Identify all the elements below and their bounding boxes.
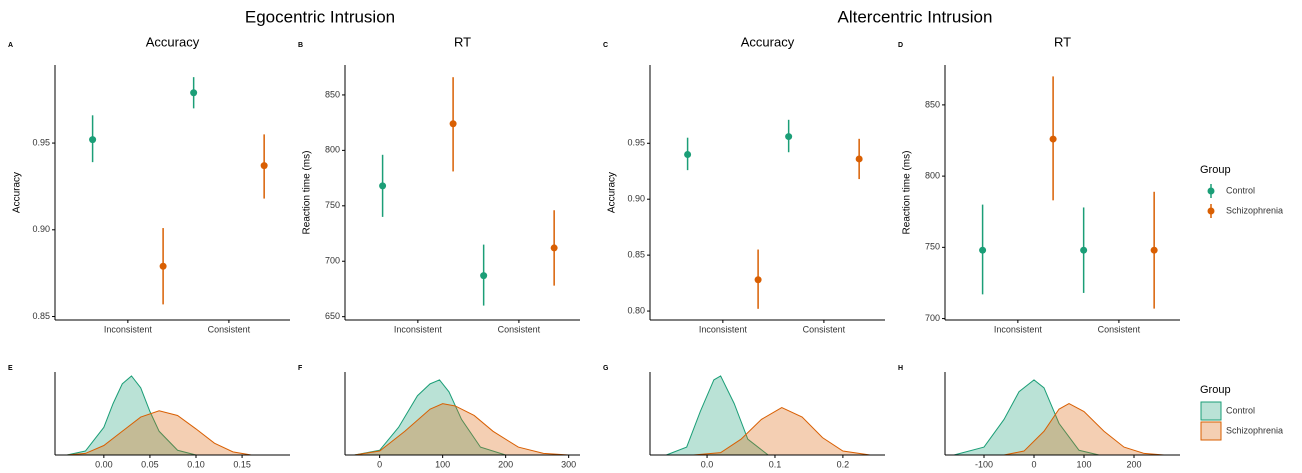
legend-key: [1207, 207, 1215, 215]
y-tick-label: 0.95: [32, 137, 50, 147]
point: [480, 272, 488, 280]
x-tick-label: Consistent: [208, 324, 251, 334]
x-tick-label: 200: [498, 459, 513, 469]
legend-label: Control: [1226, 185, 1255, 195]
y-tick-label: 0.90: [627, 194, 645, 204]
x-tick-label: Consistent: [803, 324, 846, 334]
panel-title: Accuracy: [146, 34, 200, 49]
heading: Altercentric Intrusion: [838, 7, 993, 26]
y-tick-label: 800: [325, 145, 340, 155]
point: [785, 133, 793, 141]
panel-letter: C: [603, 42, 608, 49]
density-area: [66, 410, 252, 456]
x-tick-label: -100: [975, 459, 993, 469]
point: [1150, 246, 1158, 254]
point: [1080, 246, 1088, 254]
y-tick-label: 800: [925, 170, 940, 180]
y-axis-label: Accuracy: [12, 172, 23, 213]
x-tick-label: 300: [561, 459, 576, 469]
y-tick-label: 750: [325, 200, 340, 210]
y-axis-label: Reaction time (ms): [902, 151, 913, 235]
point: [855, 155, 863, 163]
density-area: [66, 375, 197, 456]
y-tick-label: 0.95: [627, 138, 645, 148]
y-tick-label: 850: [925, 99, 940, 109]
panel-title: Accuracy: [741, 34, 795, 49]
panel-title: RT: [454, 34, 471, 49]
y-tick-label: 750: [925, 242, 940, 252]
x-tick-label: Inconsistent: [994, 324, 1043, 334]
x-tick-label: Consistent: [1098, 324, 1141, 334]
x-tick-label: 0: [1031, 459, 1036, 469]
legend-title: Group: [1200, 384, 1231, 396]
x-tick-label: 100: [1076, 459, 1091, 469]
x-tick-label: 0: [377, 459, 382, 469]
point: [449, 120, 457, 128]
legend-label: Control: [1226, 405, 1255, 415]
y-tick-label: 0.85: [32, 311, 50, 321]
x-tick-label: 0.2: [837, 459, 850, 469]
point: [979, 246, 987, 254]
legend-label: Schizophrenia: [1226, 205, 1283, 215]
x-tick-label: 0.0: [701, 459, 714, 469]
panel-letter: H: [898, 365, 903, 372]
y-tick-label: 700: [925, 313, 940, 323]
x-tick-label: 200: [1126, 459, 1141, 469]
x-tick-label: Inconsistent: [104, 324, 153, 334]
point: [159, 262, 167, 270]
y-tick-label: 0.80: [627, 305, 645, 315]
y-axis-label: Accuracy: [607, 172, 618, 213]
density-area: [666, 375, 770, 456]
x-tick-label: Inconsistent: [699, 324, 748, 334]
panel-letter: E: [8, 365, 13, 372]
legend-label: Schizophrenia: [1226, 425, 1283, 435]
y-tick-label: 700: [325, 256, 340, 266]
point: [379, 182, 387, 190]
point: [754, 276, 762, 284]
density-area: [354, 379, 506, 456]
y-axis-label: Reaction time (ms): [302, 151, 313, 235]
point: [260, 162, 268, 170]
panel-letter: F: [298, 365, 303, 372]
legend-key: [1200, 421, 1222, 441]
point: [190, 89, 198, 97]
panel-letter: A: [8, 42, 13, 49]
density-area: [693, 407, 871, 456]
x-tick-label: 0.05: [141, 459, 159, 469]
x-tick-label: Inconsistent: [394, 324, 443, 334]
point: [684, 150, 692, 158]
point: [550, 244, 558, 252]
y-tick-label: 0.85: [627, 250, 645, 260]
panel-letter: B: [298, 42, 303, 49]
panel-letter: D: [898, 42, 903, 49]
x-tick-label: 100: [435, 459, 450, 469]
x-tick-label: 0.00: [95, 459, 113, 469]
density-area: [354, 403, 569, 456]
y-tick-label: 850: [325, 89, 340, 99]
x-tick-label: 0.10: [187, 459, 205, 469]
legend-title: Group: [1200, 164, 1231, 176]
point: [89, 136, 97, 144]
density-area: [953, 379, 1100, 456]
y-tick-label: 0.90: [32, 224, 50, 234]
density-area: [1003, 403, 1165, 456]
y-tick-label: 650: [325, 311, 340, 321]
point: [1049, 135, 1057, 143]
legend-key: [1200, 401, 1222, 421]
panel-title: RT: [1054, 34, 1071, 49]
panel-letter: G: [603, 365, 609, 372]
legend-key: [1207, 187, 1215, 195]
heading: Egocentric Intrusion: [245, 7, 395, 26]
x-tick-label: Consistent: [498, 324, 541, 334]
x-tick-label: 0.15: [233, 459, 251, 469]
x-tick-label: 0.1: [769, 459, 782, 469]
